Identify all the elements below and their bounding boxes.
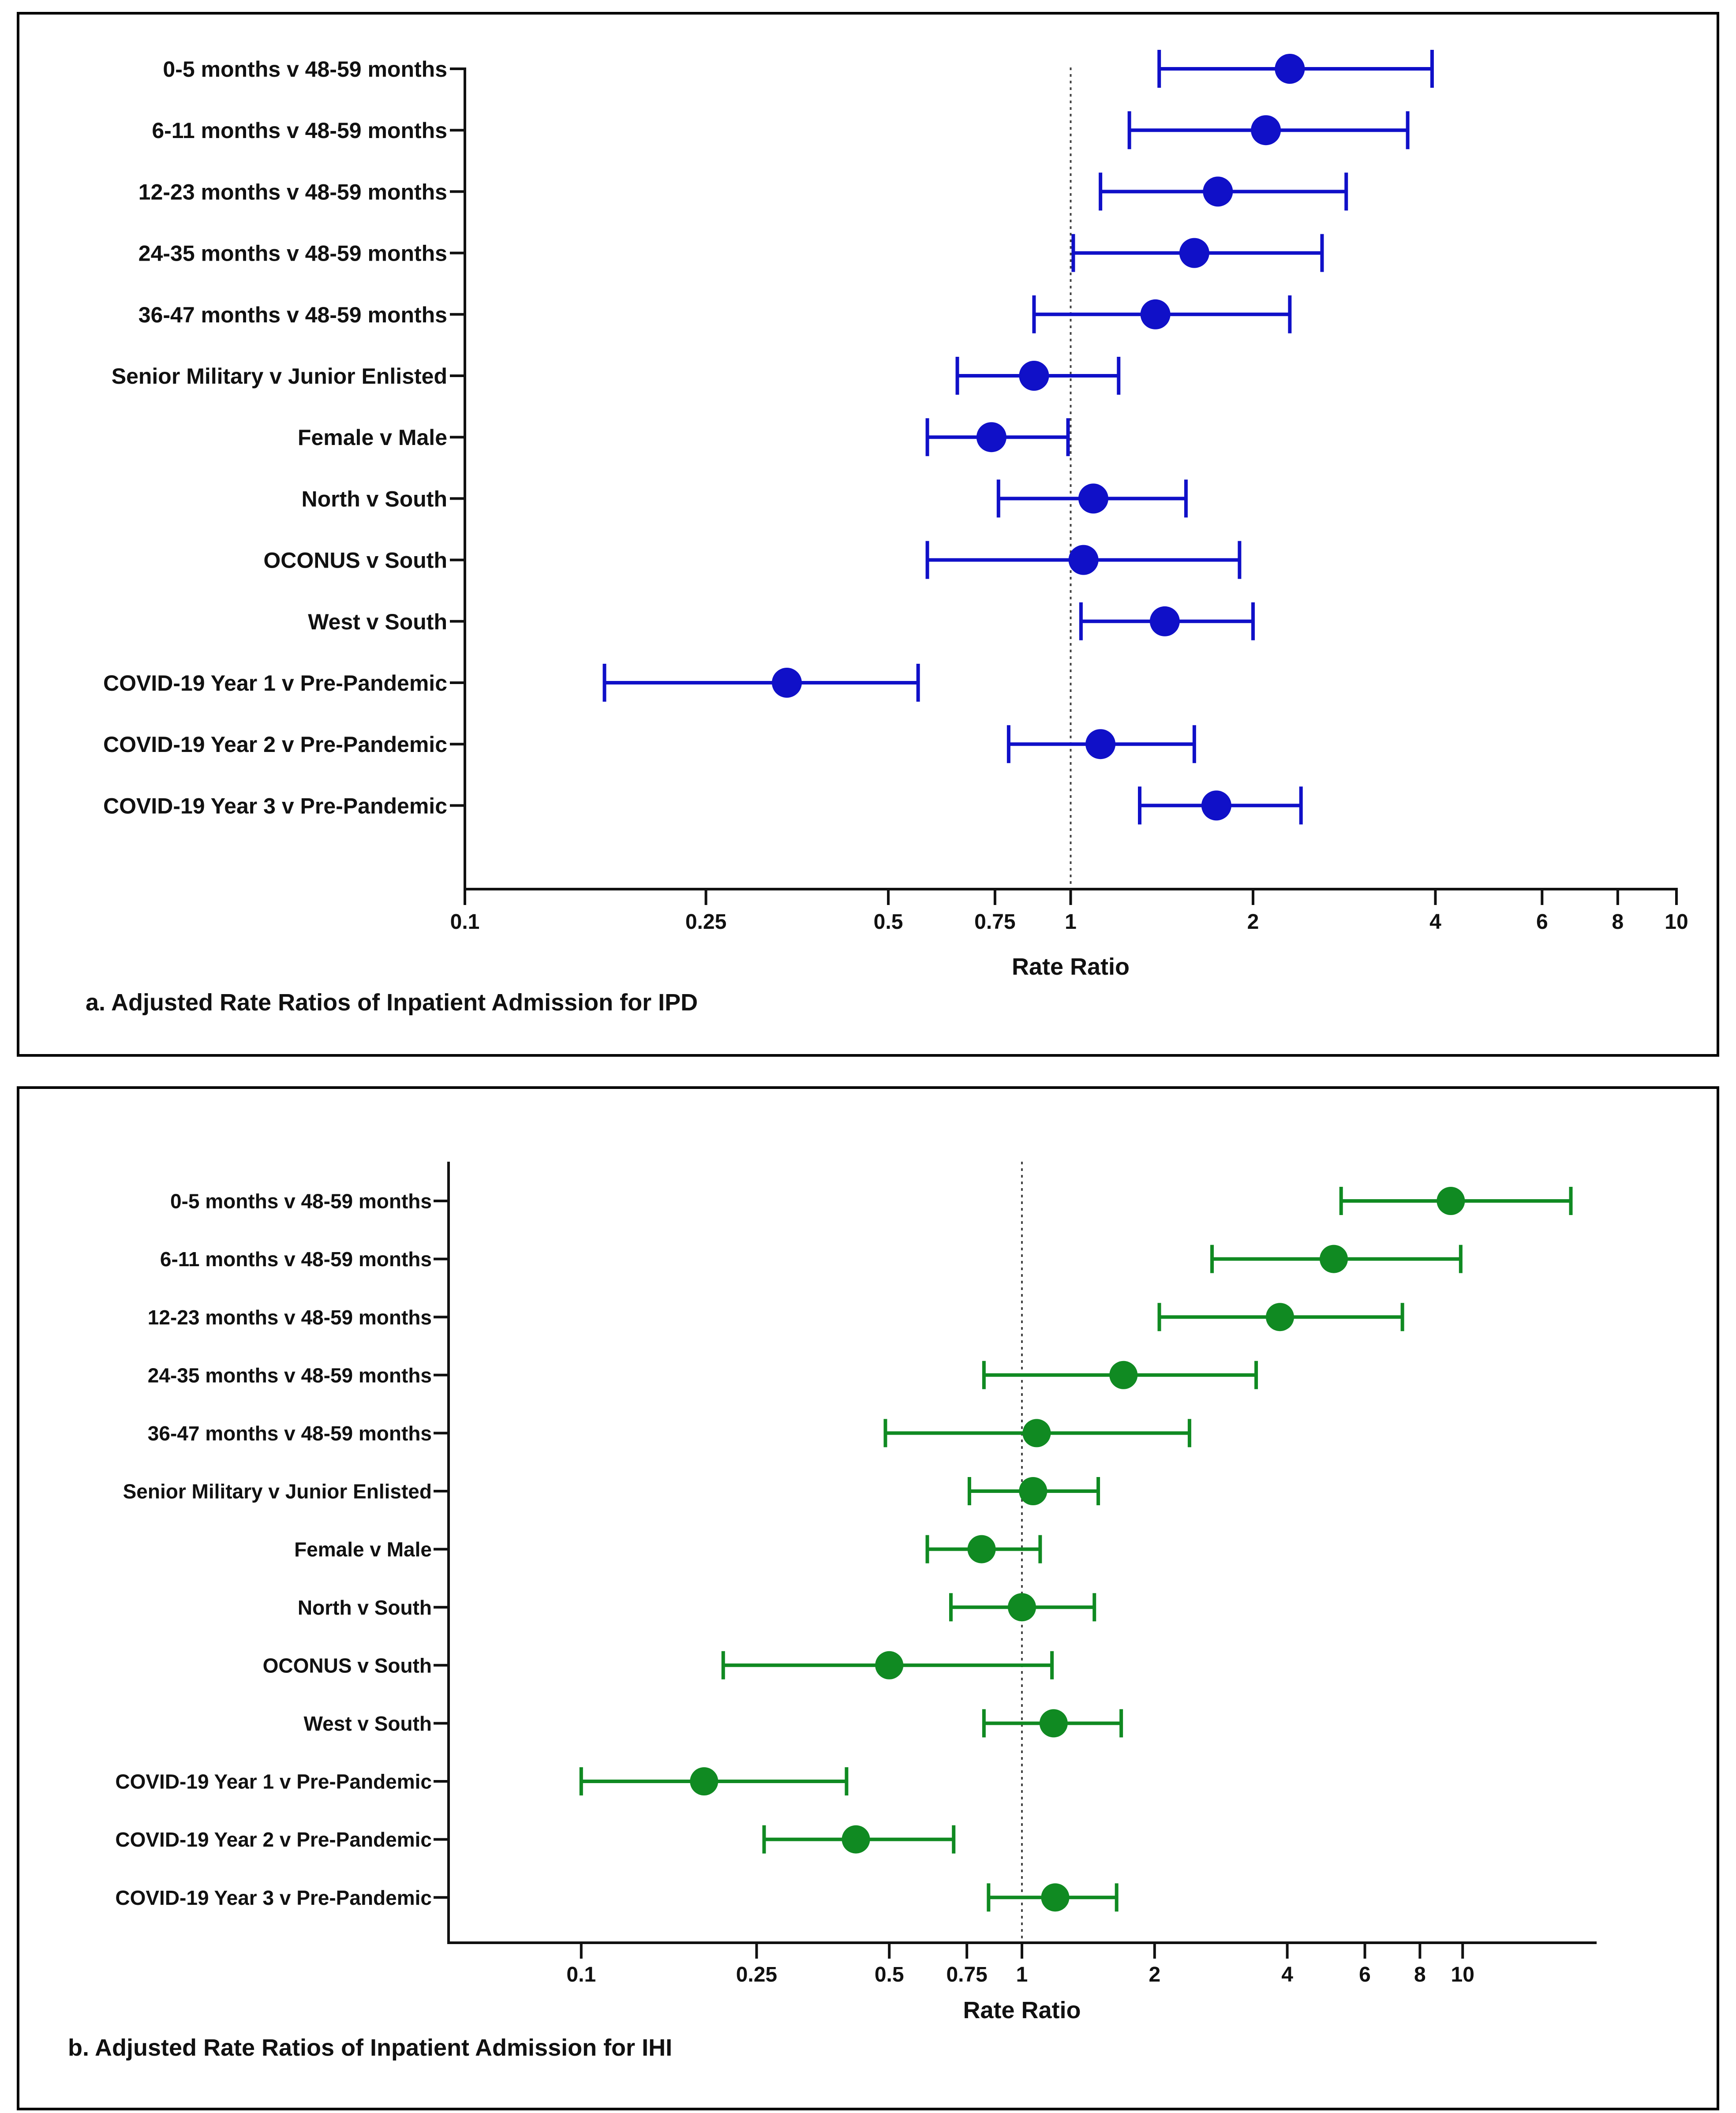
point-estimate — [1140, 299, 1171, 329]
point-estimate — [1251, 115, 1281, 146]
category-label: 12-23 months v 48-59 months — [148, 1306, 432, 1329]
category-label: COVID-19 Year 2 v Pre-Pandemic — [115, 1828, 432, 1851]
point-estimate — [1179, 238, 1209, 268]
category-label: 12-23 months v 48-59 months — [138, 180, 447, 204]
chart-panel-ihi: 0-5 months v 48-59 months 6-11 months v 4… — [17, 1086, 1719, 2110]
point-estimate — [1275, 54, 1305, 84]
category-label: Female v Male — [298, 425, 447, 450]
point-estimate — [1022, 1419, 1051, 1447]
point-estimate — [1019, 361, 1049, 391]
point-estimate — [1068, 545, 1099, 575]
point-estimate — [1041, 1883, 1070, 1912]
point-estimate — [1019, 1477, 1048, 1505]
x-tick-label: 0.1 — [566, 1963, 596, 1986]
x-tick-label: 8 — [1612, 910, 1624, 934]
point-estimate — [976, 422, 1006, 453]
point-estimate — [771, 668, 802, 698]
category-label: North v South — [301, 486, 447, 511]
x-tick-label: 8 — [1414, 1963, 1426, 1986]
point-estimate — [1149, 606, 1180, 636]
x-axis-label: Rate Ratio — [963, 1997, 1081, 2023]
category-label: 36-47 months v 48-59 months — [138, 303, 447, 327]
forest-plot-ipd: 0-5 months v 48-59 months 6-11 months v 4… — [86, 50, 1688, 1016]
x-tick-label: 4 — [1281, 1963, 1293, 1986]
x-tick-label: 0.1 — [450, 910, 480, 934]
point-estimate — [1078, 483, 1108, 514]
point-estimate — [1109, 1361, 1138, 1389]
category-label: Female v Male — [294, 1538, 432, 1561]
x-tick-label: 10 — [1665, 910, 1688, 934]
point-estimate — [1008, 1593, 1036, 1622]
category-label: COVID-19 Year 3 v Pre-Pandemic — [115, 1886, 432, 1909]
point-estimate — [875, 1651, 904, 1679]
category-label: 36-47 months v 48-59 months — [148, 1422, 432, 1445]
point-estimate — [842, 1825, 870, 1854]
category-label: 24-35 months v 48-59 months — [138, 241, 447, 266]
category-label: 0-5 months v 48-59 months — [163, 57, 447, 82]
x-tick-label: 1 — [1016, 1963, 1028, 1986]
chart-caption: a. Adjusted Rate Ratios of Inpatient Adm… — [86, 989, 698, 1016]
point-estimate — [967, 1535, 996, 1563]
category-label: Senior Military v Junior Enlisted — [123, 1480, 432, 1503]
category-label: 6-11 months v 48-59 months — [152, 118, 447, 143]
point-estimate — [1201, 790, 1231, 821]
point-estimate — [1265, 1303, 1294, 1331]
category-label: North v South — [298, 1596, 432, 1619]
chart-caption: b. Adjusted Rate Ratios of Inpatient Adm… — [68, 2034, 672, 2061]
point-estimate — [690, 1767, 718, 1795]
x-tick-label: 1 — [1065, 910, 1077, 934]
x-tick-label: 0.5 — [875, 1963, 904, 1986]
x-tick-label: 0.75 — [946, 1963, 987, 1986]
point-estimate — [1039, 1709, 1068, 1738]
category-label: 0-5 months v 48-59 months — [170, 1190, 432, 1213]
category-label: West v South — [303, 1712, 432, 1735]
category-label: COVID-19 Year 1 v Pre-Pandemic — [103, 671, 447, 696]
point-estimate — [1203, 176, 1233, 207]
point-estimate — [1437, 1187, 1465, 1215]
category-label: COVID-19 Year 2 v Pre-Pandemic — [103, 732, 447, 757]
category-label: COVID-19 Year 1 v Pre-Pandemic — [115, 1770, 432, 1793]
x-tick-label: 0.25 — [736, 1963, 777, 1986]
x-tick-label: 0.5 — [874, 910, 903, 934]
category-label: COVID-19 Year 3 v Pre-Pandemic — [103, 793, 447, 818]
x-tick-label: 2 — [1149, 1963, 1160, 1986]
category-label: OCONUS v South — [263, 548, 447, 573]
chart-panel-ipd: 0-5 months v 48-59 months 6-11 months v 4… — [17, 12, 1719, 1057]
point-estimate — [1320, 1245, 1348, 1273]
x-tick-label: 6 — [1359, 1963, 1371, 1986]
x-tick-label: 6 — [1536, 910, 1548, 934]
forest-plot-ihi: 0-5 months v 48-59 months 6-11 months v 4… — [68, 1162, 1597, 2061]
category-label: Senior Military v Junior Enlisted — [112, 364, 447, 389]
x-tick-label: 0.25 — [685, 910, 726, 934]
x-axis-label: Rate Ratio — [1012, 954, 1130, 980]
x-tick-label: 0.75 — [974, 910, 1015, 934]
category-label: 24-35 months v 48-59 months — [148, 1364, 432, 1387]
x-tick-label: 10 — [1451, 1963, 1474, 1986]
x-tick-label: 2 — [1247, 910, 1259, 934]
point-estimate — [1085, 729, 1116, 759]
category-label: 6-11 months v 48-59 months — [160, 1248, 432, 1271]
category-label: OCONUS v South — [263, 1654, 432, 1677]
category-label: West v South — [308, 610, 447, 634]
x-tick-label: 4 — [1429, 910, 1441, 934]
